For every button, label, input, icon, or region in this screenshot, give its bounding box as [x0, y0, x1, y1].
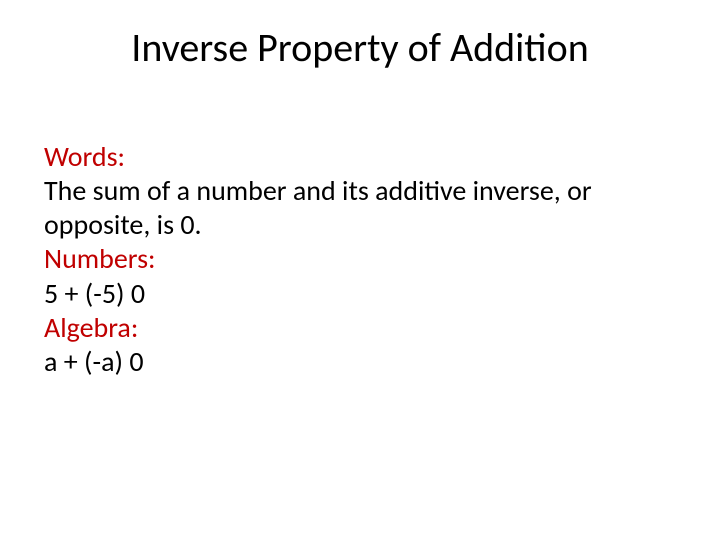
algebra-example: a + (-a) 0	[44, 345, 676, 379]
slide: Inverse Property of Addition Words: The …	[0, 0, 720, 540]
slide-body: Words: The sum of a number and its addit…	[44, 140, 676, 379]
words-line-1: The sum of a number and its additive inv…	[44, 174, 676, 208]
words-label: Words:	[44, 140, 676, 174]
numbers-example: 5 + (-5) 0	[44, 277, 676, 311]
numbers-label: Numbers:	[44, 242, 676, 276]
algebra-label: Algebra:	[44, 311, 676, 345]
words-line-2: opposite, is 0.	[44, 208, 676, 242]
slide-title: Inverse Property of Addition	[0, 24, 720, 72]
